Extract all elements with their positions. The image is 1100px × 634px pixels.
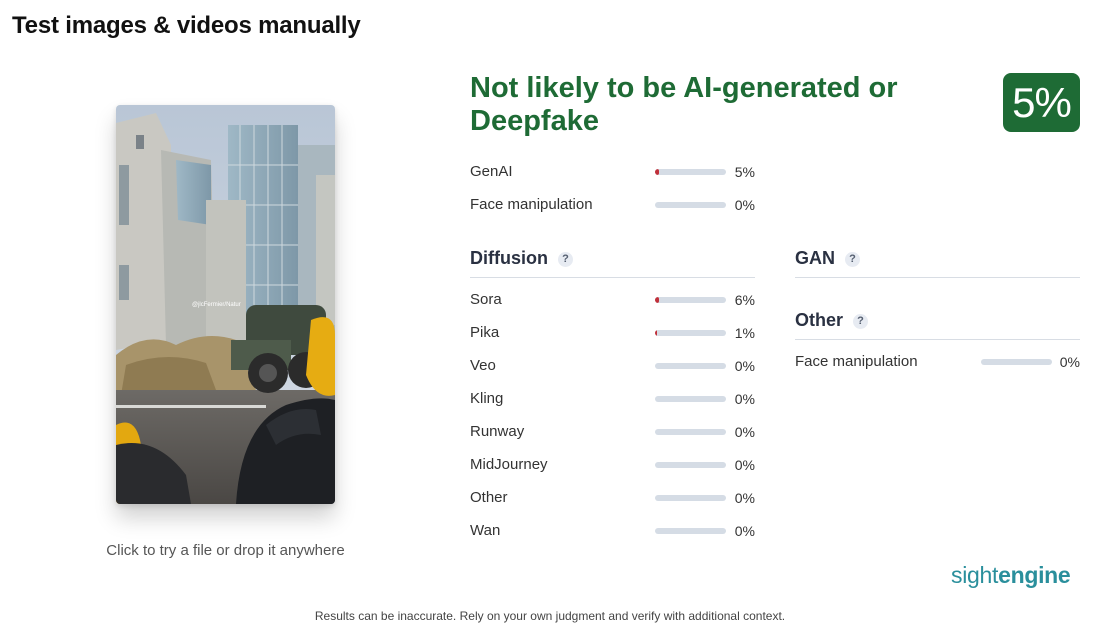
metric-bar	[655, 363, 726, 369]
page-title: Test images & videos manually	[12, 12, 361, 39]
metric-label: GenAI	[470, 163, 513, 180]
metric-value: 0%	[734, 523, 755, 539]
metric-bar	[981, 359, 1052, 365]
brand-logo-light: sight	[951, 562, 999, 588]
metric-value: 0%	[734, 457, 755, 473]
drop-hint[interactable]: Click to try a file or drop it anywhere	[106, 542, 345, 559]
section-divider	[470, 277, 755, 278]
help-icon[interactable]: ?	[558, 252, 573, 267]
metric-label: MidJourney	[470, 456, 548, 473]
metric-bar-fill	[655, 297, 659, 303]
metric-bar	[655, 495, 726, 501]
video-thumbnail: @jlcFermier/Natur	[116, 105, 335, 504]
metric-value: 0%	[734, 197, 755, 213]
metric-label: Runway	[470, 423, 525, 440]
verdict-heading: Not likely to be AI-generated or Deepfak…	[470, 72, 898, 137]
section-title: Other	[795, 310, 844, 330]
metric-bar	[655, 462, 726, 468]
section-gan-heading: GAN?	[795, 245, 860, 271]
metric-value: 0%	[734, 391, 755, 407]
score-badge: 5%	[1003, 73, 1080, 132]
metric-bar	[655, 429, 726, 435]
metric-value: 0%	[1059, 354, 1080, 370]
section-other-heading: Other?	[795, 307, 869, 333]
metric-value: 6%	[734, 292, 755, 308]
watermark-text: @jlcFermier/Natur	[192, 302, 241, 308]
metric-value: 5%	[734, 164, 755, 180]
section-title: Diffusion	[470, 248, 548, 268]
metric-value: 0%	[734, 358, 755, 374]
metric-label: Kling	[470, 390, 504, 407]
metric-label: Other	[470, 489, 508, 506]
brand-logo-bold: engine	[998, 562, 1071, 588]
metric-bar-fill	[655, 330, 657, 336]
metric-value: 1%	[734, 325, 755, 341]
metric-bar	[655, 528, 726, 534]
metric-row-genai: GenAI 5%	[470, 162, 760, 182]
metric-label: Sora	[470, 291, 502, 308]
metric-bar	[655, 396, 726, 402]
metric-row-face-manipulation: Face manipulation 0%	[470, 195, 760, 215]
metric-row-veo: Veo 0%	[470, 356, 760, 376]
disclaimer-text: Results can be inaccurate. Rely on your …	[314, 609, 786, 623]
metric-bar	[655, 330, 726, 336]
help-icon[interactable]: ?	[845, 252, 860, 267]
brand-logo[interactable]: sightengine	[951, 562, 1071, 589]
metric-value: 0%	[734, 490, 755, 506]
section-divider	[795, 339, 1080, 340]
metric-bar-fill	[655, 169, 659, 175]
section-title: GAN	[795, 248, 835, 268]
metric-row-other-face-manipulation: Face manipulation 0%	[795, 352, 1080, 372]
metric-bar	[655, 202, 726, 208]
section-diffusion-heading: Diffusion?	[470, 245, 573, 271]
metric-row-sora: Sora 6%	[470, 290, 760, 310]
help-icon[interactable]: ?	[853, 314, 869, 329]
metric-label: Pika	[470, 324, 500, 341]
metric-row-midjourney: MidJourney 0%	[470, 455, 760, 475]
metric-row-other: Other 0%	[470, 488, 760, 508]
metric-label: Veo	[470, 357, 496, 374]
metric-bar	[655, 297, 726, 303]
metric-row-wan: Wan 0%	[470, 521, 760, 541]
metric-bar	[655, 169, 726, 175]
metric-label: Face manipulation	[470, 196, 593, 213]
metric-row-kling: Kling 0%	[470, 389, 760, 409]
media-preview[interactable]: @jlcFermier/Natur	[116, 105, 335, 504]
metric-label: Wan	[470, 522, 501, 539]
metric-value: 0%	[734, 424, 755, 440]
metric-label: Face manipulation	[795, 353, 918, 370]
section-divider	[795, 277, 1080, 278]
metric-row-pika: Pika 1%	[470, 323, 760, 343]
metric-row-runway: Runway 0%	[470, 422, 760, 442]
